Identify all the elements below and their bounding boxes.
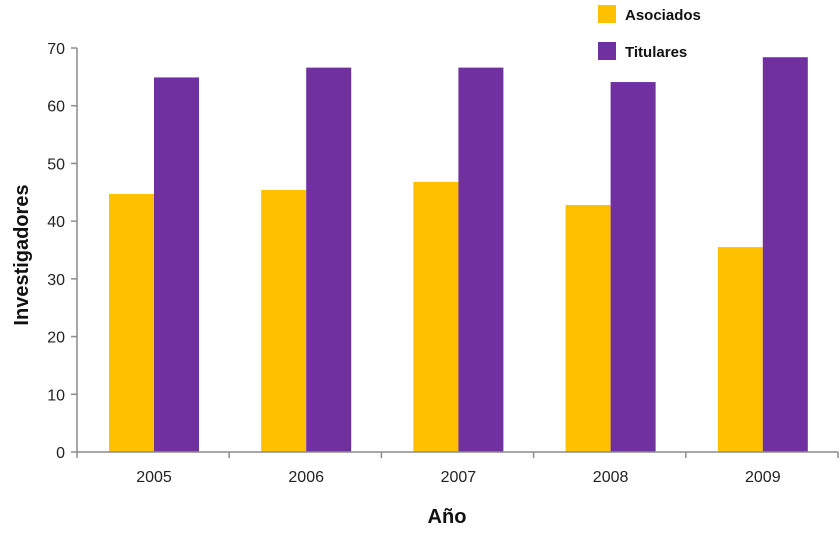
bar-asociados-2007 [413, 181, 459, 452]
x-axis-title: Año [428, 506, 467, 528]
bar-asociados-2006 [261, 189, 307, 452]
bars-layer [109, 57, 808, 453]
bar-titulares-2005 [154, 77, 199, 452]
bar-asociados-2008 [565, 204, 611, 452]
axes-layer [76, 48, 838, 453]
x-tick-label: 2009 [745, 469, 781, 486]
legend-label-titulares: Titulares [625, 44, 687, 61]
y-tick-label: 70 [47, 41, 65, 58]
y-tick-label: 60 [47, 99, 65, 116]
bar-titulares-2006 [306, 67, 352, 452]
x-tick-label: 2005 [136, 469, 172, 486]
y-tick-label: 50 [47, 156, 65, 173]
legend: Asociados Titulares [598, 5, 701, 61]
legend-label-asociados: Asociados [625, 7, 701, 24]
y-ticks: 0 10 20 30 40 50 60 70 [47, 41, 77, 462]
x-tick-label: 2008 [593, 469, 629, 486]
x-ticks: 2005 2006 2007 2008 2009 [76, 452, 839, 486]
y-tick-label: 10 [47, 387, 65, 404]
x-tick-label: 2007 [441, 469, 477, 486]
y-axis-title: Investigadores [11, 184, 33, 325]
x-tick-label: 2006 [288, 469, 324, 486]
y-tick-label: 0 [56, 445, 65, 462]
legend-swatch-asociados [598, 5, 616, 23]
y-tick-label: 20 [47, 330, 65, 347]
legend-swatch-titulares [598, 42, 616, 60]
bar-titulares-2007 [458, 67, 504, 452]
bar-asociados-2005 [109, 194, 154, 452]
bar-titulares-2008 [610, 82, 656, 453]
bar-titulares-2009 [762, 57, 808, 453]
bar-asociados-2009 [717, 247, 763, 452]
y-tick-label: 40 [47, 214, 65, 231]
y-tick-label: 30 [47, 272, 65, 289]
